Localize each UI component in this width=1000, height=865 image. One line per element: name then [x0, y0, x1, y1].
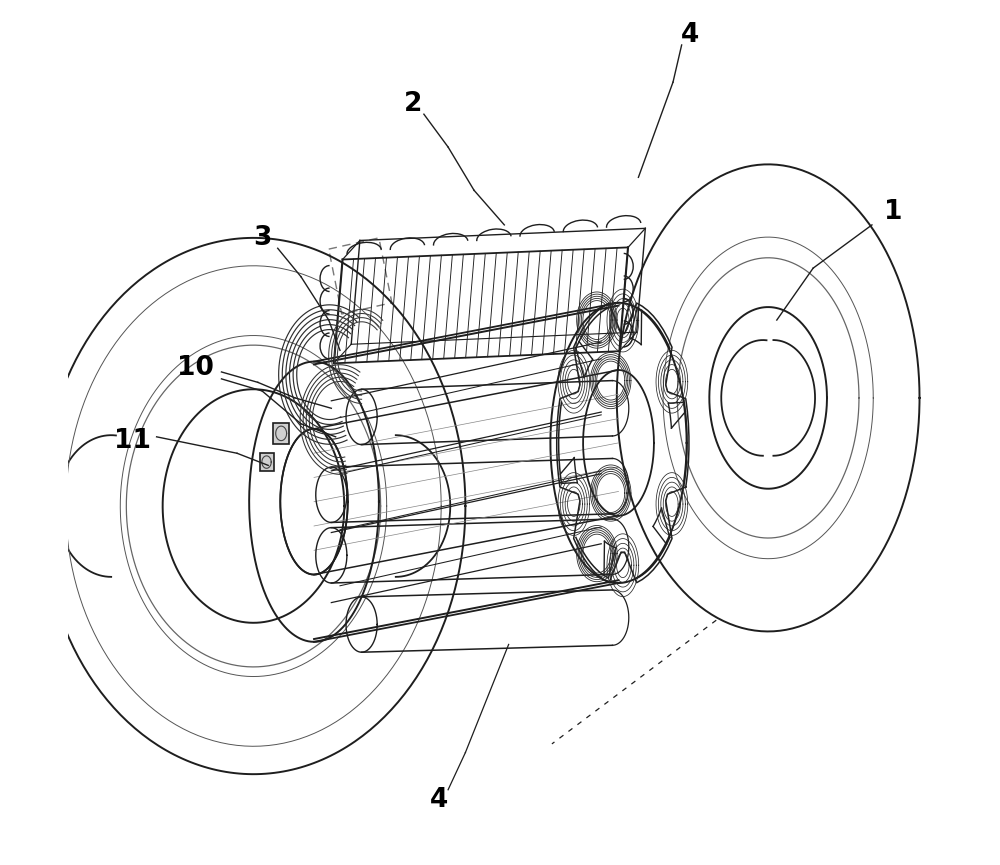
Text: 2: 2: [404, 91, 423, 117]
Text: 1: 1: [884, 199, 903, 225]
Text: 4: 4: [430, 787, 449, 813]
Text: 3: 3: [253, 225, 271, 251]
Bar: [273, 423, 289, 444]
Text: 10: 10: [177, 355, 214, 381]
Text: 4: 4: [681, 22, 699, 48]
Text: 11: 11: [114, 428, 151, 454]
Bar: [260, 452, 274, 471]
